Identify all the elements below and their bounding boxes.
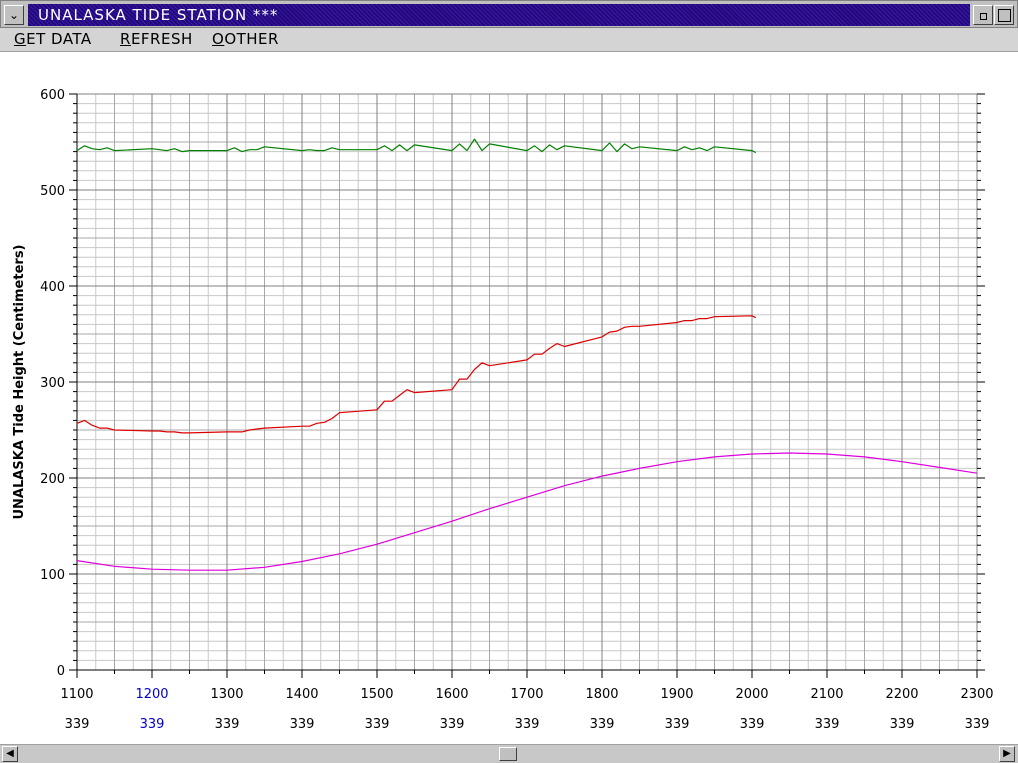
x-tick-label: 1100 bbox=[60, 687, 93, 702]
scroll-right-button[interactable]: ▶ bbox=[999, 746, 1015, 762]
x-day-label: 339 bbox=[740, 717, 765, 732]
y-tick-label: 200 bbox=[40, 472, 65, 487]
menu-bar: GET DATA REFRESH OOTHER bbox=[0, 28, 1018, 52]
scroll-thumb[interactable] bbox=[499, 747, 517, 761]
x-tick-label: 1800 bbox=[585, 687, 618, 702]
menu-get-data-mnemonic: G bbox=[14, 30, 27, 48]
x-day-label: 339 bbox=[440, 717, 465, 732]
y-tick-label: 500 bbox=[40, 184, 65, 199]
y-tick-label: 0 bbox=[57, 664, 65, 679]
menu-refresh-mnemonic: R bbox=[120, 30, 131, 48]
series-line-0 bbox=[76, 138, 757, 154]
scroll-left-button[interactable]: ◀ bbox=[2, 746, 18, 762]
x-day-label: 339 bbox=[965, 717, 990, 732]
y-tick-label: 300 bbox=[40, 376, 65, 391]
system-menu-button[interactable]: ⌄ bbox=[4, 5, 24, 25]
x-day-label: 339 bbox=[215, 717, 240, 732]
chart-background bbox=[0, 52, 1018, 744]
x-tick-label: 1500 bbox=[360, 687, 393, 702]
x-day-label: 339 bbox=[890, 717, 915, 732]
tide-chart: 0 100 200 300 400 500 600 1100 339 1200 339 1300 339… bbox=[0, 52, 1018, 744]
series-line-2 bbox=[76, 452, 978, 571]
menu-get-data-label: ET DATA bbox=[26, 30, 92, 48]
x-day-label: 339 bbox=[515, 717, 540, 732]
maximize-icon bbox=[998, 9, 1011, 22]
arrow-right-icon: ▶ bbox=[1003, 748, 1011, 759]
x-day-label: 339 bbox=[665, 717, 690, 732]
minimize-icon bbox=[980, 13, 987, 20]
y-tick-label: 100 bbox=[40, 568, 65, 583]
x-tick-label: 2000 bbox=[735, 687, 768, 702]
arrow-left-icon: ◀ bbox=[6, 748, 14, 759]
y-tick-label: 400 bbox=[40, 280, 65, 295]
menu-other-label: OTHER bbox=[224, 30, 279, 48]
x-tick-label: 1200 bbox=[135, 687, 168, 702]
x-day-label: 339 bbox=[290, 717, 315, 732]
x-tick-label: 1400 bbox=[285, 687, 318, 702]
x-tick-label: 1300 bbox=[210, 687, 243, 702]
menu-refresh-label: EFRESH bbox=[130, 30, 193, 48]
x-day-label: 339 bbox=[140, 717, 165, 732]
x-day-label: 339 bbox=[590, 717, 615, 732]
x-tick-label: 1600 bbox=[435, 687, 468, 702]
x-day-label: 339 bbox=[65, 717, 90, 732]
x-day-label: 339 bbox=[365, 717, 390, 732]
menu-refresh[interactable]: REFRESH bbox=[120, 30, 193, 48]
maximize-button[interactable] bbox=[994, 5, 1014, 25]
menu-get-data[interactable]: GET DATA bbox=[14, 30, 92, 48]
chevron-down-icon: ⌄ bbox=[8, 8, 20, 22]
x-day-label: 339 bbox=[815, 717, 840, 732]
x-tick-label: 2200 bbox=[885, 687, 918, 702]
x-tick-label: 2100 bbox=[810, 687, 843, 702]
window-title: UNALASKA TIDE STATION *** bbox=[28, 4, 970, 26]
series-line-1 bbox=[76, 315, 757, 434]
x-tick-label: 1900 bbox=[660, 687, 693, 702]
horizontal-scrollbar[interactable]: ◀ ▶ bbox=[0, 744, 1018, 763]
x-tick-label: 2300 bbox=[960, 687, 993, 702]
y-tick-label: 600 bbox=[40, 88, 65, 103]
title-bar: ⌄ UNALASKA TIDE STATION *** bbox=[0, 0, 1018, 28]
menu-other[interactable]: OOTHER bbox=[212, 30, 279, 48]
y-axis-label: UNALASKA Tide Height (Centimeters) bbox=[12, 245, 27, 520]
x-tick-label: 1700 bbox=[510, 687, 543, 702]
menu-other-mnemonic: O bbox=[212, 30, 225, 48]
minimize-button[interactable] bbox=[973, 5, 993, 25]
